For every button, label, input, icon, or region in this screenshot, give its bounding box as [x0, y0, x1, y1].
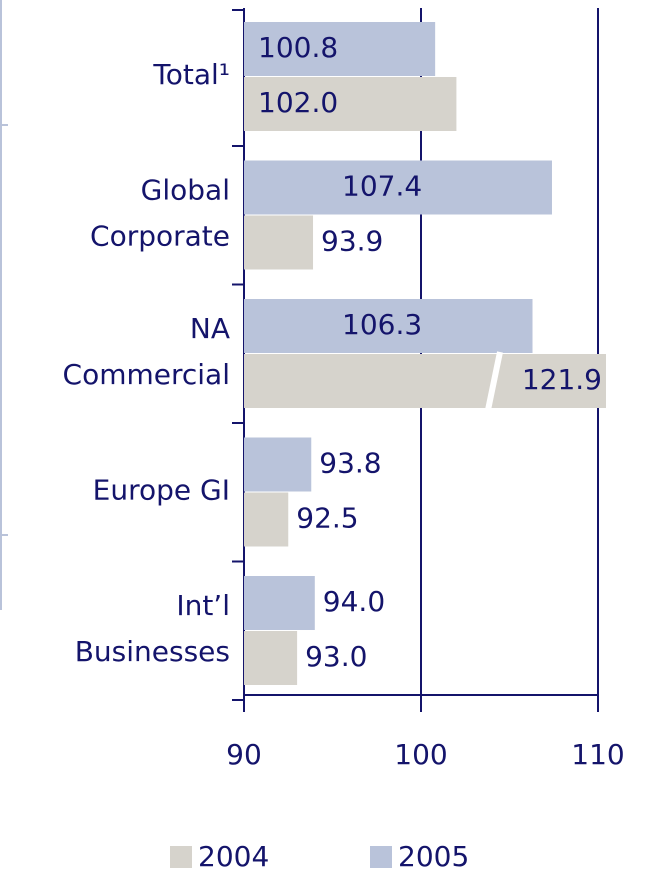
- value-label: 93.8: [319, 447, 381, 480]
- value-label: 121.9: [522, 363, 602, 396]
- value-label: 92.5: [296, 502, 358, 535]
- value-label: 93.0: [305, 640, 367, 673]
- value-label: 93.9: [321, 225, 383, 258]
- bar: [244, 215, 314, 270]
- bar: [244, 354, 606, 408]
- x-tick-label: 90: [226, 738, 262, 771]
- bar: [244, 576, 315, 630]
- legend-label: 2005: [398, 840, 469, 870]
- value-label: 106.3: [342, 308, 422, 341]
- legend-swatch: [170, 846, 192, 868]
- bar: [244, 437, 312, 492]
- axis-break: [485, 351, 503, 411]
- bar: [244, 299, 533, 353]
- legend-swatch: [370, 846, 392, 868]
- value-label: 94.0: [323, 585, 385, 618]
- value-label: 100.8: [258, 31, 338, 64]
- legend-label: 2004: [198, 840, 269, 870]
- category-label: Europe GI: [93, 474, 230, 507]
- category-label: Global: [141, 174, 230, 207]
- category-label: Int’l: [176, 589, 230, 622]
- category-label: Commercial: [63, 358, 230, 391]
- x-tick-label: 110: [571, 738, 624, 771]
- value-label: 107.4: [342, 170, 422, 203]
- bar: [244, 22, 436, 76]
- bar: [244, 492, 289, 547]
- category-label: NA: [190, 312, 230, 345]
- category-label: Total¹: [152, 58, 230, 91]
- bar: [244, 160, 552, 215]
- x-tick-label: 100: [394, 738, 447, 771]
- bar: [244, 631, 298, 685]
- bar: [244, 77, 457, 131]
- category-label: Corporate: [90, 220, 230, 253]
- value-label: 102.0: [258, 86, 338, 119]
- category-label: Businesses: [75, 635, 230, 668]
